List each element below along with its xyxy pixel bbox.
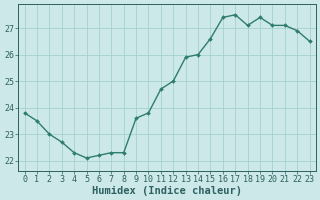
- X-axis label: Humidex (Indice chaleur): Humidex (Indice chaleur): [92, 186, 242, 196]
